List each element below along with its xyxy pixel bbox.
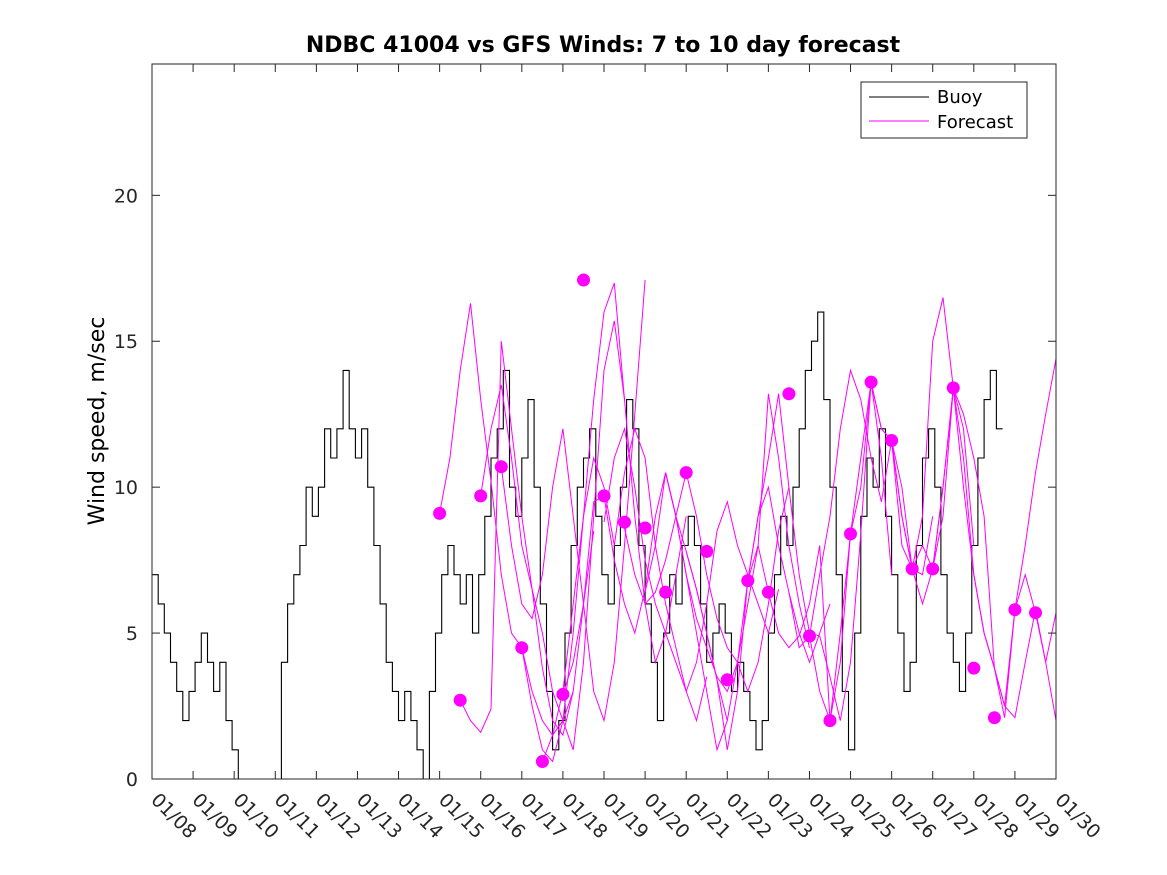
forecast-line-run-4: [500, 279, 646, 723]
legend: Buoy Forecast: [860, 81, 1028, 139]
forecast-line-run-9: [624, 472, 790, 693]
forecast-marker: [700, 544, 714, 558]
forecast-marker: [967, 661, 981, 675]
forecast-line-run-17: [891, 358, 1057, 707]
forecast-marker: [577, 273, 590, 287]
forecast-marker: [618, 515, 631, 529]
forecast-marker: [885, 434, 899, 447]
chart-title: NDBC 41004 vs GFS Winds: 7 to 10 day for…: [306, 33, 901, 58]
forecast-marker: [741, 574, 755, 588]
forecast-marker: [844, 527, 857, 541]
y-axis: 0 5 10 15 20: [114, 185, 1056, 791]
forecast-marker: [1029, 606, 1042, 620]
forecast-marker: [453, 693, 467, 707]
forecast-marker: [864, 375, 878, 389]
forecast-line-run-3: [480, 320, 625, 750]
forecast-line-run-14: [788, 368, 934, 649]
forecast-marker: [597, 489, 611, 503]
y-tick-label: 10: [114, 477, 138, 499]
forecast-marker: [803, 629, 816, 643]
y-tick-label: 0: [126, 769, 138, 791]
forecast-marker: [474, 489, 488, 503]
forecast-marker: [905, 562, 919, 576]
forecast-marker: [782, 387, 796, 401]
forecast-marker: [720, 673, 734, 687]
forecast-line-run-2: [459, 341, 595, 737]
forecast-line-run-13: [747, 382, 893, 721]
forecast-marker: [556, 687, 570, 701]
y-tick-label: 20: [114, 185, 138, 207]
forecast-marker: [987, 711, 1001, 725]
forecast-line-run-5: [521, 282, 687, 763]
forecast-line-run-7: [562, 472, 728, 752]
legend-buoy-label: Buoy: [937, 87, 983, 108]
forecast-marker: [494, 460, 508, 474]
y-tick-label: 5: [126, 623, 138, 645]
forecast-marker: [823, 714, 837, 728]
forecast-line-run-1: [439, 303, 574, 737]
forecast-marker: [433, 506, 447, 520]
plot-area: [152, 64, 1056, 779]
forecast-marker: [535, 755, 549, 768]
forecast-marker: [946, 381, 960, 395]
forecast-line-run-6: [541, 427, 708, 762]
legend-forecast-label: Forecast: [937, 112, 1013, 133]
forecast-marker: [515, 641, 529, 655]
y-axis-label: Wind speed, m/sec: [85, 317, 110, 526]
forecast-marker: [761, 585, 775, 599]
forecast-marker: [659, 585, 673, 599]
forecast-markers: [433, 273, 1042, 768]
y-tick-label: 15: [114, 331, 138, 353]
legend-box: [860, 81, 1028, 139]
forecast-marker: [679, 466, 693, 480]
forecast-marker: [926, 562, 940, 576]
forecast-marker: [638, 521, 652, 535]
forecast-marker: [1008, 603, 1022, 617]
